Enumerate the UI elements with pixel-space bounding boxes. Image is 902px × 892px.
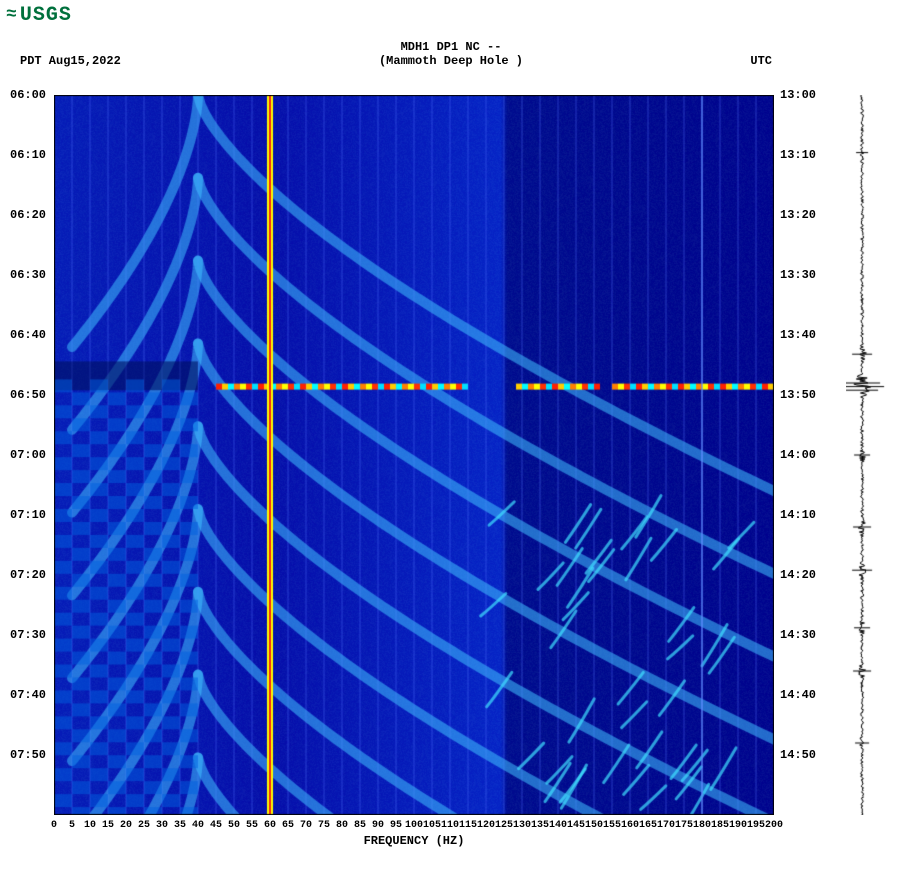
seismogram-trace <box>846 95 892 815</box>
xtick: 80 <box>336 820 348 831</box>
ytick-right: 13:50 <box>780 388 816 402</box>
xtick: 175 <box>675 820 693 831</box>
xtick: 50 <box>228 820 240 831</box>
xtick: 195 <box>747 820 765 831</box>
xtick: 110 <box>441 820 459 831</box>
ytick-left: 07:10 <box>10 508 46 522</box>
xtick: 145 <box>567 820 585 831</box>
ytick-left: 06:00 <box>10 88 46 102</box>
ytick-right: 14:20 <box>780 568 816 582</box>
ytick-left: 07:50 <box>10 748 46 762</box>
xtick: 95 <box>390 820 402 831</box>
logo-text: USGS <box>20 4 72 27</box>
xtick: 200 <box>765 820 783 831</box>
xtick: 10 <box>84 820 96 831</box>
logo-wave-icon: ≈ <box>6 5 18 25</box>
xtick: 90 <box>372 820 384 831</box>
ytick-right: 13:10 <box>780 148 816 162</box>
xtick: 30 <box>156 820 168 831</box>
xtick: 165 <box>639 820 657 831</box>
xtick: 55 <box>246 820 258 831</box>
ytick-right: 13:40 <box>780 328 816 342</box>
xtick: 5 <box>69 820 75 831</box>
ytick-right: 14:50 <box>780 748 816 762</box>
ytick-right: 13:20 <box>780 208 816 222</box>
xtick: 15 <box>102 820 114 831</box>
xtick: 150 <box>585 820 603 831</box>
xtick: 125 <box>495 820 513 831</box>
ytick-right: 14:10 <box>780 508 816 522</box>
xtick: 185 <box>711 820 729 831</box>
ytick-left: 06:20 <box>10 208 46 222</box>
utc-label: UTC <box>750 54 772 68</box>
xtick: 100 <box>405 820 423 831</box>
xtick: 155 <box>603 820 621 831</box>
xtick: 105 <box>423 820 441 831</box>
wiggle-canvas <box>846 95 892 815</box>
ytick-left: 06:40 <box>10 328 46 342</box>
ytick-left: 07:40 <box>10 688 46 702</box>
xtick: 120 <box>477 820 495 831</box>
x-axis-label: FREQUENCY (HZ) <box>54 834 774 848</box>
xtick: 70 <box>300 820 312 831</box>
xtick: 85 <box>354 820 366 831</box>
ytick-right: 13:30 <box>780 268 816 282</box>
xtick: 140 <box>549 820 567 831</box>
ytick-left: 06:50 <box>10 388 46 402</box>
xtick: 135 <box>531 820 549 831</box>
xtick: 160 <box>621 820 639 831</box>
xtick: 45 <box>210 820 222 831</box>
ytick-right: 14:00 <box>780 448 816 462</box>
ytick-right: 14:40 <box>780 688 816 702</box>
ytick-left: 06:30 <box>10 268 46 282</box>
date-label: PDT Aug15,2022 <box>20 54 121 68</box>
ytick-left: 07:00 <box>10 448 46 462</box>
xtick: 60 <box>264 820 276 831</box>
xtick: 115 <box>459 820 477 831</box>
xtick: 20 <box>120 820 132 831</box>
xtick: 170 <box>657 820 675 831</box>
xtick: 0 <box>51 820 57 831</box>
spectrogram-plot <box>54 95 774 815</box>
xtick: 40 <box>192 820 204 831</box>
xtick: 35 <box>174 820 186 831</box>
ytick-left: 07:30 <box>10 628 46 642</box>
ytick-right: 14:30 <box>780 628 816 642</box>
xtick: 180 <box>693 820 711 831</box>
ytick-left: 06:10 <box>10 148 46 162</box>
xtick: 130 <box>513 820 531 831</box>
ytick-left: 07:20 <box>10 568 46 582</box>
xtick: 190 <box>729 820 747 831</box>
usgs-logo: ≈USGS <box>6 4 72 27</box>
xtick: 25 <box>138 820 150 831</box>
spectrogram-canvas <box>54 95 774 815</box>
title-line-1: MDH1 DP1 NC -- <box>0 40 902 54</box>
xtick: 75 <box>318 820 330 831</box>
xtick: 65 <box>282 820 294 831</box>
ytick-right: 13:00 <box>780 88 816 102</box>
